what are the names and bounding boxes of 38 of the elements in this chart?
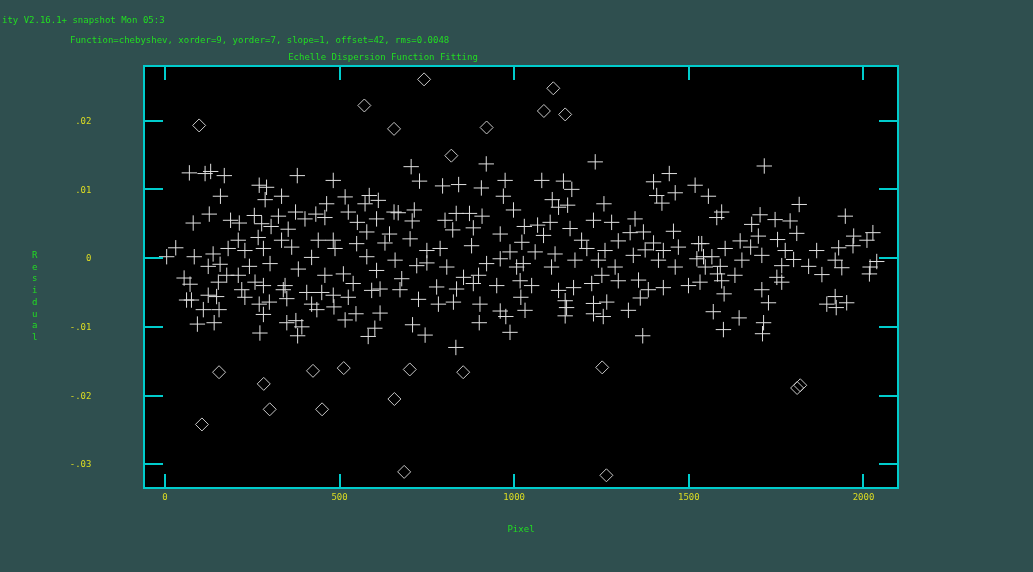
chart-subtitle: Function=chebyshev, xorder=9, yorder=7, slope=1, offset=42, rms=0.0048	[70, 35, 450, 45]
point	[194, 417, 209, 432]
y-tick-label: .02	[75, 115, 92, 126]
y-tick-label: -.02	[69, 390, 92, 401]
x-tick-label: 1500	[677, 491, 700, 502]
y-tick-label: 0	[86, 253, 92, 264]
point	[306, 363, 320, 378]
text: ity V2.16.1+ snapshot Mon 05:3	[2, 15, 165, 25]
chart-title: Echelle Dispersion Function Fitting	[288, 52, 478, 63]
y-tick-label: -.03	[69, 459, 92, 470]
point	[595, 360, 610, 375]
point	[402, 362, 417, 377]
point	[256, 376, 271, 391]
point	[417, 72, 432, 87]
point	[192, 118, 207, 133]
x-tick-label: 0	[162, 491, 168, 502]
x-axis-title: Pixel	[507, 523, 535, 534]
point	[212, 365, 227, 380]
y-tick-label: .01	[75, 184, 92, 195]
x-tick-label: 1000	[503, 491, 526, 502]
y-axis-title: Residual	[32, 250, 38, 342]
point	[536, 103, 551, 118]
point	[387, 121, 402, 136]
point	[456, 365, 471, 380]
point	[357, 98, 372, 113]
point	[444, 148, 459, 163]
point	[479, 120, 494, 135]
point	[546, 81, 561, 96]
point	[315, 402, 330, 417]
point	[336, 361, 351, 376]
x-tick-label: 2000	[852, 491, 875, 502]
point	[262, 402, 277, 417]
point	[599, 468, 614, 483]
point	[387, 392, 402, 407]
point	[397, 464, 412, 479]
x-tick-label: 500	[331, 491, 348, 502]
y-tick-label: -.01	[69, 321, 92, 332]
point	[558, 107, 573, 122]
